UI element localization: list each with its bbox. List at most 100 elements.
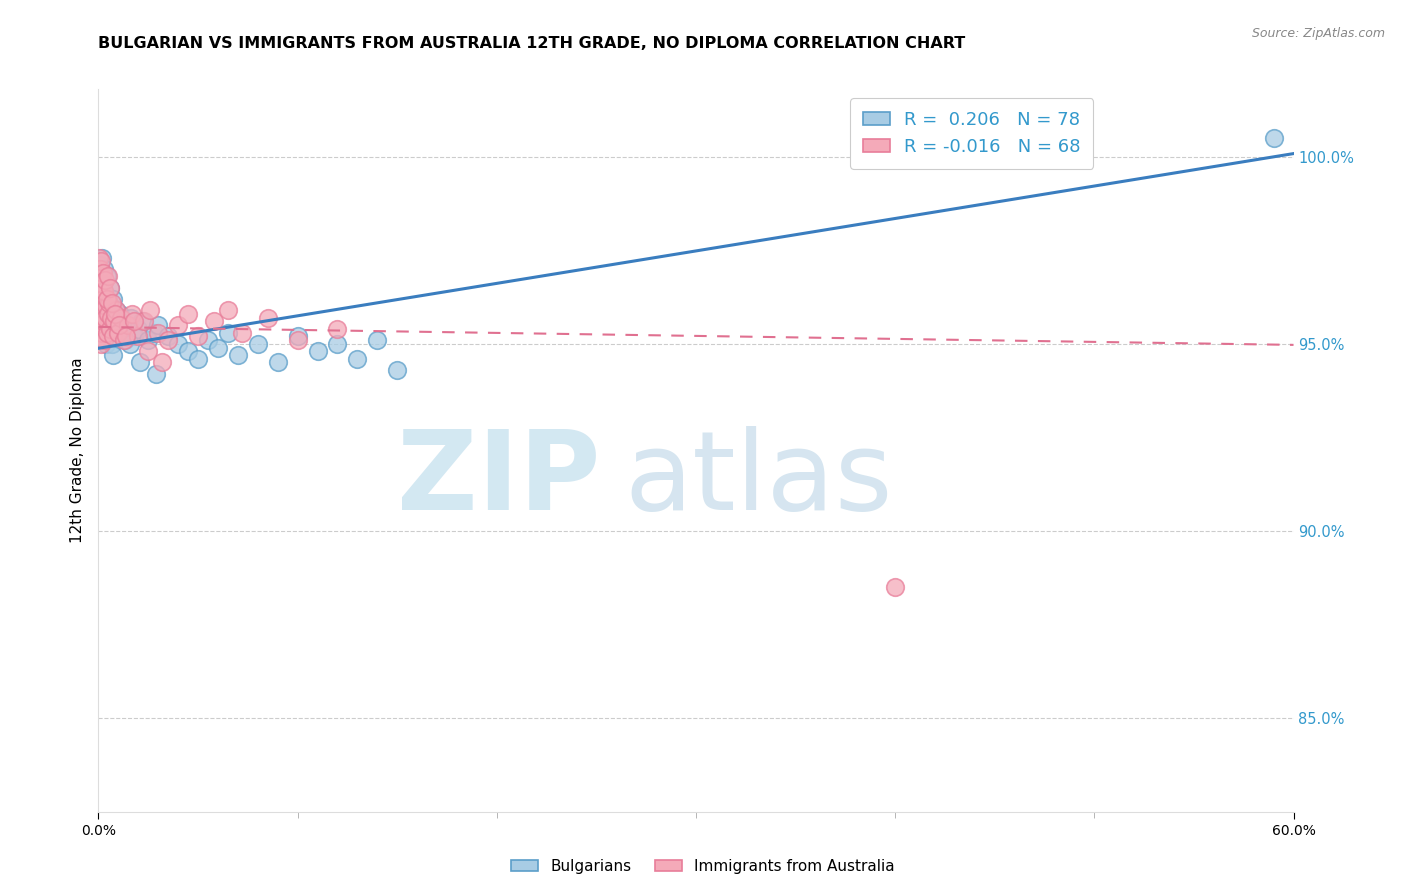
Point [97, 295, 120, 310]
Point [366, 333, 388, 347]
Point [326, 336, 349, 351]
Point [143, 326, 166, 340]
Point [256, 310, 278, 325]
Point [90, 288, 112, 302]
Point [94, 299, 117, 313]
Point [884, 580, 907, 594]
Point [90, 285, 112, 299]
Point [107, 326, 129, 340]
Point [91, 307, 114, 321]
Point [120, 336, 142, 351]
Point [89, 288, 111, 302]
Point [94, 336, 117, 351]
Point [93, 310, 115, 325]
Point [157, 333, 180, 347]
Point [101, 336, 124, 351]
Point [167, 318, 190, 332]
Point [91, 299, 114, 313]
Point [217, 326, 239, 340]
Point [108, 314, 131, 328]
Point [89, 258, 111, 272]
Point [97, 269, 120, 284]
Point [103, 322, 125, 336]
Point [89, 251, 111, 265]
Point [91, 303, 114, 318]
Point [89, 314, 111, 328]
Point [115, 329, 138, 343]
Point [105, 329, 128, 343]
Point [148, 326, 170, 340]
Text: ZIP: ZIP [396, 425, 600, 533]
Point [197, 333, 219, 347]
Point [226, 348, 249, 362]
Point [93, 285, 115, 299]
Point [90, 322, 112, 336]
Y-axis label: 12th Grade, No Diploma: 12th Grade, No Diploma [69, 358, 84, 543]
Point [96, 326, 118, 340]
Point [94, 314, 117, 328]
Point [202, 314, 225, 328]
Point [90, 310, 112, 325]
Point [157, 329, 180, 343]
Point [139, 303, 162, 318]
Point [89, 318, 111, 332]
Point [101, 292, 124, 306]
Point [307, 344, 329, 359]
Point [96, 292, 118, 306]
Point [129, 355, 152, 369]
Point [98, 280, 122, 294]
Point [207, 341, 229, 355]
Point [90, 280, 112, 294]
Point [187, 351, 209, 366]
Point [98, 295, 121, 310]
Point [89, 307, 111, 321]
Point [91, 314, 114, 328]
Point [117, 318, 139, 332]
Point [91, 307, 114, 321]
Point [96, 307, 118, 321]
Point [112, 326, 135, 340]
Point [177, 307, 200, 321]
Point [110, 307, 132, 321]
Point [93, 318, 115, 332]
Point [121, 307, 143, 321]
Point [326, 322, 349, 336]
Legend: R =  0.206   N = 78, R = -0.016   N = 68: R = 0.206 N = 78, R = -0.016 N = 68 [851, 98, 1094, 169]
Point [91, 326, 114, 340]
Point [90, 333, 112, 347]
Point [287, 333, 309, 347]
Point [177, 344, 200, 359]
Point [385, 363, 409, 377]
Point [90, 303, 112, 318]
Point [101, 295, 124, 310]
Point [112, 333, 135, 347]
Point [100, 326, 122, 340]
Point [90, 269, 112, 284]
Point [101, 329, 124, 343]
Point [97, 318, 120, 332]
Point [346, 351, 368, 366]
Point [93, 261, 115, 276]
Point [93, 266, 115, 280]
Point [89, 329, 111, 343]
Point [89, 299, 111, 313]
Point [94, 273, 117, 287]
Point [91, 299, 114, 313]
Point [103, 314, 125, 328]
Point [150, 355, 173, 369]
Point [145, 367, 167, 381]
Point [91, 292, 114, 306]
Point [91, 326, 114, 340]
Point [90, 295, 112, 310]
Point [90, 251, 112, 265]
Point [167, 336, 190, 351]
Point [117, 318, 139, 332]
Point [96, 303, 118, 318]
Point [107, 314, 129, 328]
Point [134, 314, 156, 328]
Point [114, 333, 136, 347]
Point [104, 307, 127, 321]
Point [96, 326, 118, 340]
Point [89, 261, 111, 276]
Point [127, 329, 149, 343]
